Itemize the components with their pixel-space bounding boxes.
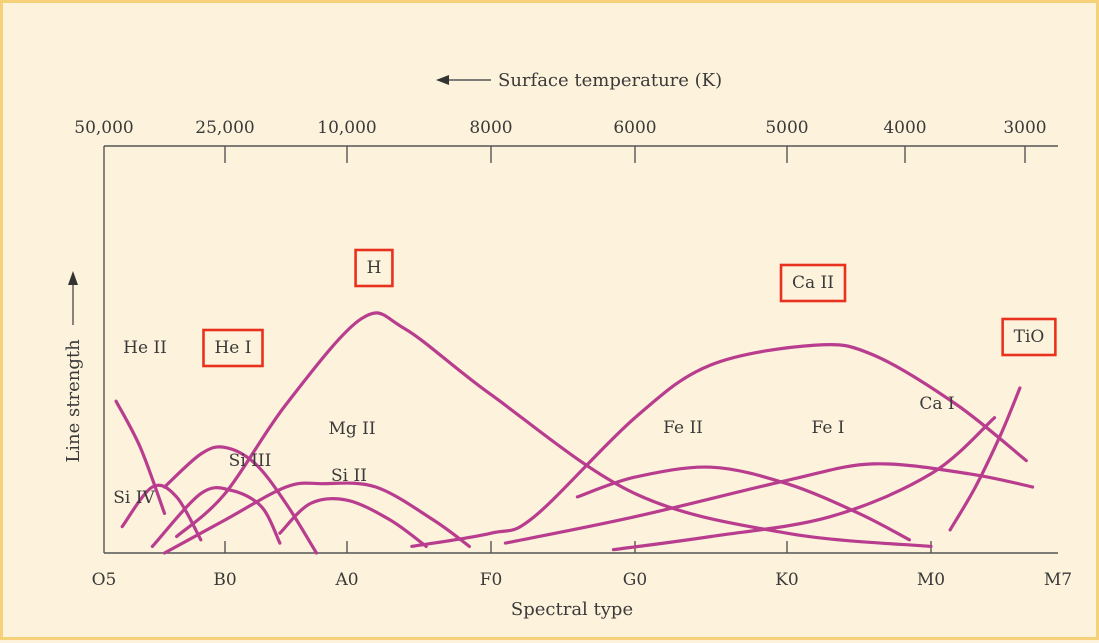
label-si-ii: Si II xyxy=(331,466,367,486)
label-si-iv: Si IV xyxy=(113,488,155,508)
top-axis-arrow-head xyxy=(436,75,449,85)
curve-he-i xyxy=(162,445,319,555)
top-axis-title: Surface temperature (K) xyxy=(498,70,722,91)
label-tio: TiO xyxy=(1014,327,1045,347)
highlight-box-he-i xyxy=(202,328,264,368)
curve-si-ii xyxy=(278,496,428,548)
label-h: H xyxy=(367,258,382,278)
top-tick-label-25-000: 25,000 xyxy=(195,118,254,138)
top-tick-label-4000: 4000 xyxy=(883,118,926,138)
y-axis-title: Line strength xyxy=(63,339,84,463)
x-tick-label-b0: B0 xyxy=(213,570,236,590)
line-strength-chart: Surface temperature (K) Spectral type Li… xyxy=(63,70,1072,620)
x-tick-label-g0: G0 xyxy=(623,570,647,590)
x-tick-label-m7: M7 xyxy=(1044,570,1072,590)
label-fe-i: Fe I xyxy=(811,418,844,438)
curve-fe-ii xyxy=(575,465,911,542)
highlight-box-tio xyxy=(1001,317,1057,357)
curve-fe-i xyxy=(503,462,1035,545)
label-he-ii: He II xyxy=(123,338,167,358)
label-mg-ii: Mg II xyxy=(328,419,375,439)
top-tick-label-10-000: 10,000 xyxy=(317,118,376,138)
label-ca-ii: Ca II xyxy=(792,273,834,293)
x-tick-label-o5: O5 xyxy=(92,570,117,590)
x-tick-label-k0: K0 xyxy=(775,570,799,590)
x-axis-title: Spectral type xyxy=(511,599,633,620)
y-axis-arrow-head xyxy=(68,271,78,285)
curve-mg-ii xyxy=(162,481,471,555)
x-tick-label-f0: F0 xyxy=(480,570,503,590)
label-ca-i: Ca I xyxy=(919,394,954,414)
highlight-box-h xyxy=(354,248,394,288)
curve-si-iii xyxy=(150,486,282,548)
x-tick-label-a0: A0 xyxy=(334,570,358,590)
highlight-box-ca-ii xyxy=(779,263,847,303)
label-fe-ii: Fe II xyxy=(663,418,703,438)
top-tick-label-6000: 6000 xyxy=(613,118,656,138)
curve-si-iv xyxy=(120,483,203,542)
top-tick-label-8000: 8000 xyxy=(469,118,512,138)
curve-ca-i xyxy=(611,416,997,552)
curve-ca-ii xyxy=(410,342,1028,548)
label-he-i: He I xyxy=(214,338,251,358)
x-tick-label-m0: M0 xyxy=(917,570,945,590)
top-tick-label-3000: 3000 xyxy=(1003,118,1046,138)
label-si-iii: Si III xyxy=(229,451,272,471)
curve-tio xyxy=(948,386,1022,532)
curve-he-ii xyxy=(114,399,167,515)
top-tick-label-5000: 5000 xyxy=(765,118,808,138)
top-tick-label-50-000: 50,000 xyxy=(74,118,133,138)
